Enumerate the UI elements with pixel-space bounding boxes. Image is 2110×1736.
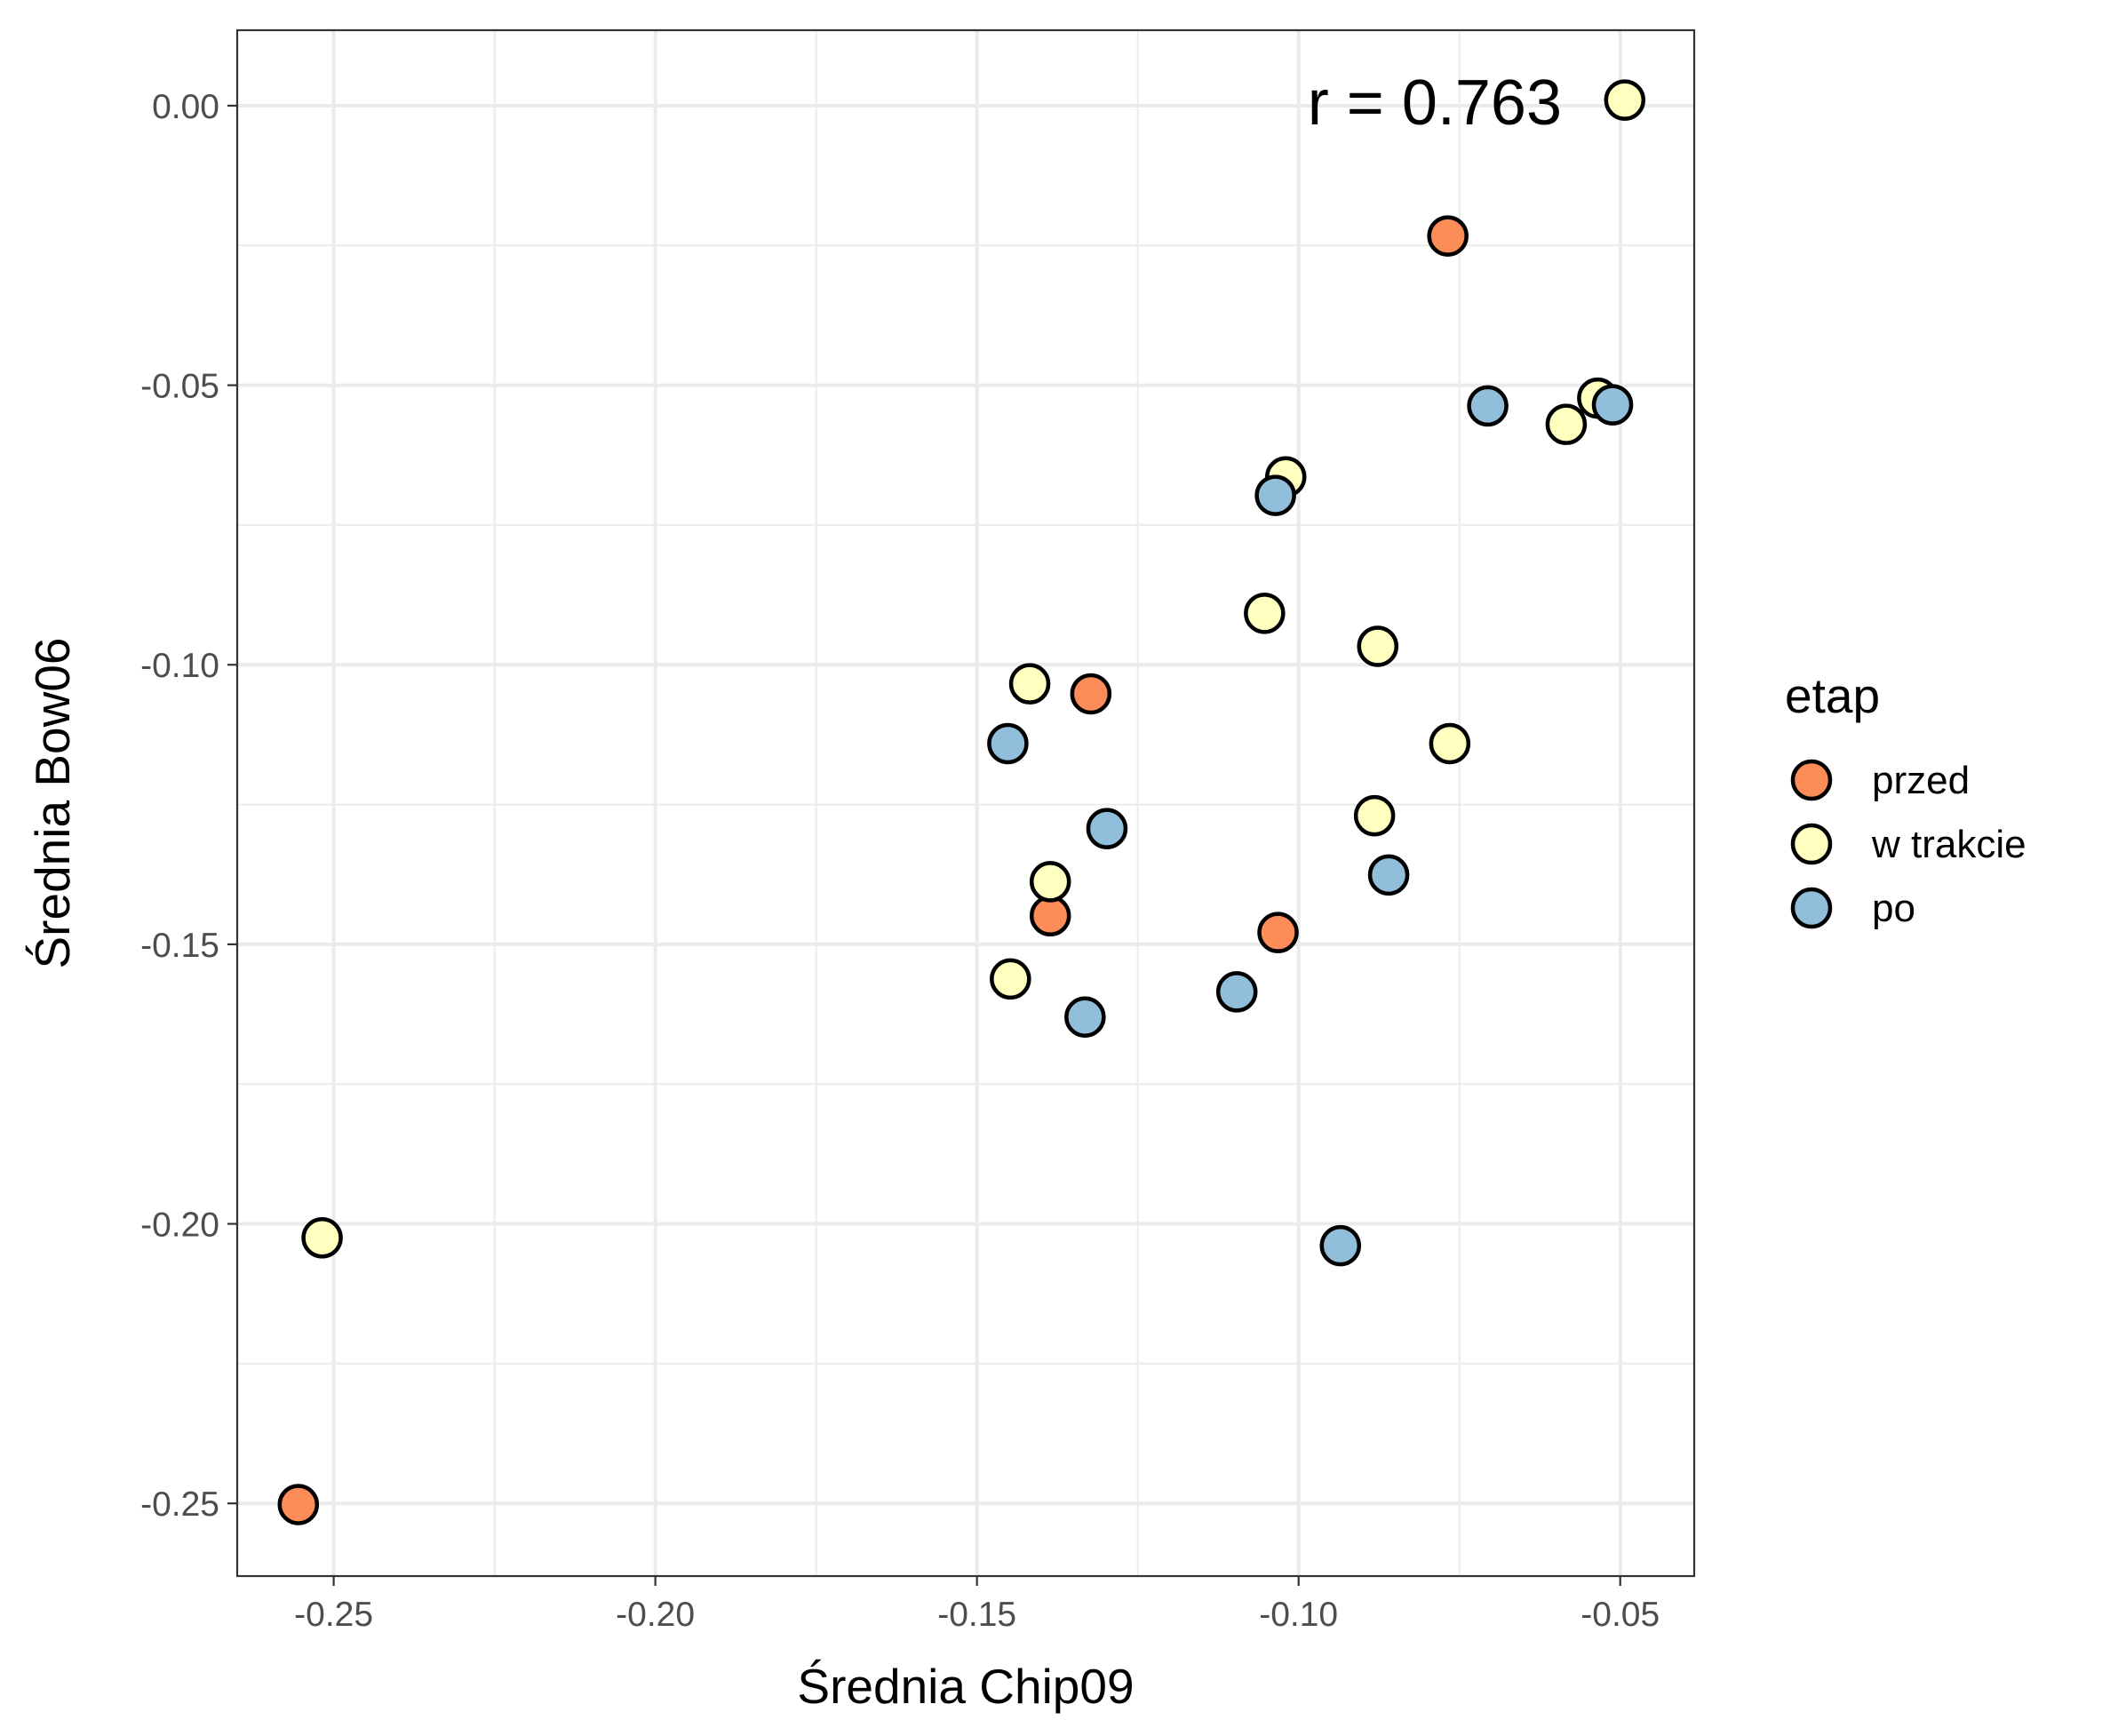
data-point-w-trakcie bbox=[1353, 794, 1396, 837]
legend-title: etap bbox=[1785, 668, 1880, 723]
data-point-w-trakcie bbox=[1545, 403, 1588, 445]
data-point-w-trakcie bbox=[1029, 861, 1071, 903]
y-axis-title: Średnia Bow06 bbox=[25, 637, 80, 968]
data-point-po bbox=[987, 722, 1029, 765]
legend-key-przed bbox=[1790, 759, 1833, 801]
minor-gridlines bbox=[237, 30, 1694, 1576]
x-axis-title: Średnia Chip09 bbox=[797, 1659, 1134, 1714]
data-point-przed bbox=[277, 1484, 320, 1525]
data-point-przed bbox=[1029, 895, 1071, 937]
y-axis-ticks: 0.00 -0.05 -0.10 -0.15 -0.20 -0.25 bbox=[140, 88, 237, 1524]
y-tick-label: -0.20 bbox=[140, 1206, 219, 1245]
data-point-po bbox=[1591, 384, 1634, 426]
data-points bbox=[277, 79, 1646, 1525]
data-point-po bbox=[1215, 971, 1258, 1013]
major-gridlines bbox=[237, 30, 1694, 1576]
x-tick-label: -0.15 bbox=[937, 1596, 1016, 1634]
data-point-w-trakcie bbox=[1604, 79, 1646, 121]
x-tick-label: -0.10 bbox=[1259, 1596, 1338, 1634]
data-point-po bbox=[1254, 474, 1296, 516]
data-point-po bbox=[1064, 996, 1106, 1038]
legend-label-przed: przed bbox=[1872, 759, 1970, 802]
data-point-po bbox=[1319, 1224, 1362, 1267]
legend-entries: przed w trakcie po bbox=[1790, 759, 2026, 930]
x-axis-ticks: -0.25 -0.20 -0.15 -0.10 -0.05 bbox=[294, 1576, 1660, 1634]
correlation-annotation: r = 0.763 bbox=[1308, 68, 1562, 139]
y-tick-label: 0.00 bbox=[152, 88, 219, 126]
data-point-w-trakcie bbox=[1357, 625, 1399, 667]
data-point-w-trakcie bbox=[1244, 593, 1286, 634]
data-point-po bbox=[1367, 854, 1410, 896]
data-point-przed bbox=[1070, 673, 1112, 715]
data-point-w-trakcie bbox=[301, 1217, 343, 1259]
data-point-po bbox=[1467, 385, 1509, 427]
y-tick-label: -0.10 bbox=[140, 647, 219, 685]
legend: etap przed w trakcie po bbox=[1785, 668, 2026, 930]
legend-label-w-trakcie: w trakcie bbox=[1871, 823, 2026, 866]
plot-panel-border bbox=[235, 28, 1696, 1578]
data-point-przed bbox=[1427, 215, 1469, 257]
legend-label-po: po bbox=[1872, 887, 1915, 930]
y-tick-label: -0.25 bbox=[140, 1485, 219, 1524]
y-tick-label: -0.15 bbox=[140, 927, 219, 965]
y-tick-label: -0.05 bbox=[140, 368, 219, 406]
x-tick-label: -0.25 bbox=[294, 1596, 373, 1634]
data-point-w-trakcie bbox=[990, 958, 1031, 1000]
legend-key-w-trakcie bbox=[1790, 823, 1833, 865]
x-tick-label: -0.05 bbox=[1581, 1596, 1660, 1634]
data-point-przed bbox=[1257, 912, 1299, 953]
data-point-w-trakcie bbox=[1429, 722, 1471, 765]
legend-key-po bbox=[1790, 887, 1833, 929]
data-point-w-trakcie bbox=[1008, 663, 1051, 705]
x-tick-label: -0.20 bbox=[616, 1596, 695, 1634]
data-point-po bbox=[1086, 808, 1128, 849]
